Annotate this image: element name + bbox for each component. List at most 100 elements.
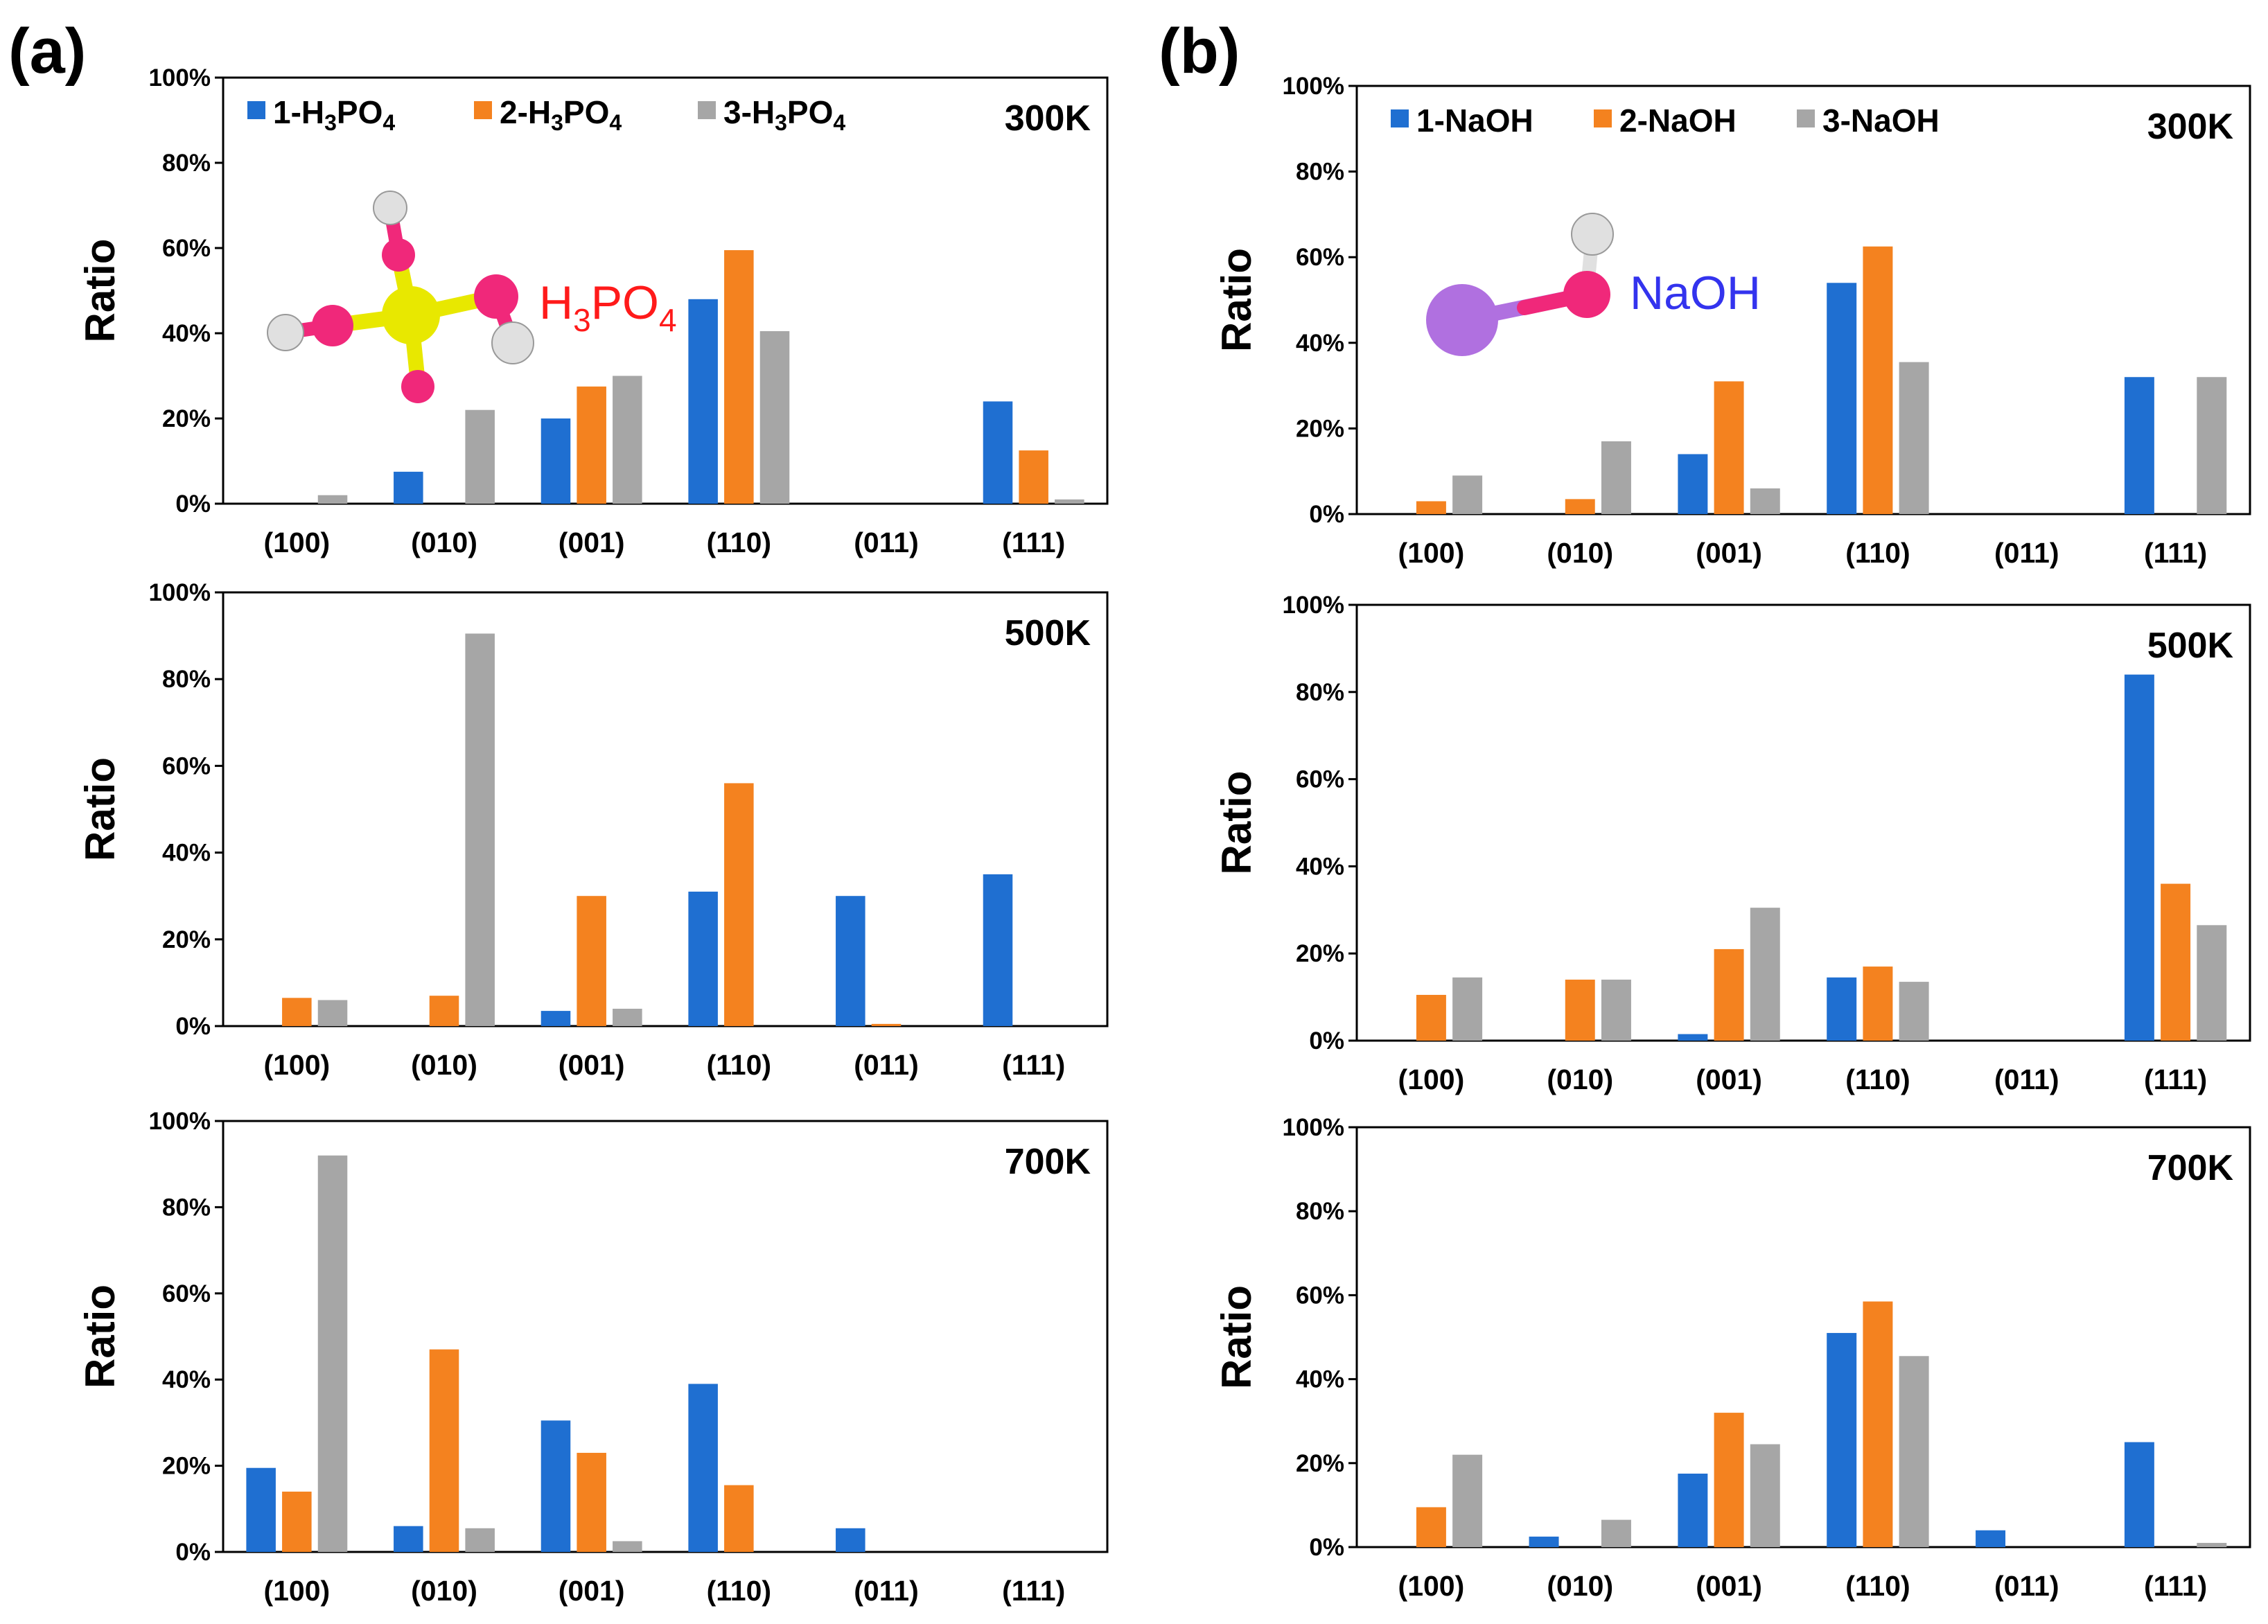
y-tick-label: 60% (162, 752, 211, 779)
bar-3-001 (613, 376, 642, 504)
legend-label-1: 1-NaOH (1416, 103, 1533, 139)
bar-2-100 (1416, 994, 1446, 1041)
x-tick-label: (001) (559, 1049, 625, 1081)
temperature-label: 300K (2147, 107, 2234, 147)
x-tick-label: (010) (411, 1575, 477, 1607)
y-tick-label: 100% (148, 64, 211, 91)
plot-frame (222, 591, 1109, 1027)
x-tick-label: (100) (263, 1049, 330, 1081)
x-tick-label: (010) (411, 527, 477, 558)
bar-1-111 (2124, 377, 2154, 514)
bar-3-111 (2197, 925, 2227, 1041)
bar-3-010 (1601, 441, 1631, 514)
plot-frame (1355, 603, 2251, 1042)
bar-1-100 (246, 1467, 276, 1552)
bar-3-100 (1452, 1454, 1483, 1547)
bar-3-110 (759, 330, 790, 504)
bar-3-100 (1452, 977, 1483, 1041)
charts-container: 0% 20% 40% 60% 80% 100% Ratio 300K (100) (010) (00… (77, 64, 2251, 1607)
x-tick-label: (110) (707, 527, 771, 558)
bar-1-110 (688, 1384, 718, 1552)
chart-a-500K: 0% 20% 40% 60% 80% 100% Ratio 500K (100) (010) (00… (77, 579, 1109, 1081)
y-tick-label: 60% (1296, 766, 1344, 793)
y-tick-label: 80% (162, 150, 211, 177)
temperature-label: 500K (2147, 626, 2234, 666)
y-tick-label: 40% (1296, 330, 1344, 357)
h3po4-molecule-icon: H3PO4 (267, 191, 677, 403)
bar-3-001 (1750, 908, 1780, 1041)
bar-3-010 (465, 409, 495, 504)
y-tick-label: 60% (1296, 244, 1344, 271)
x-tick-label: (110) (1845, 1063, 1910, 1095)
bar-3-001 (613, 1008, 642, 1026)
bar-1-001 (540, 1011, 571, 1026)
bar-2-010 (429, 1349, 459, 1552)
y-axis-label: Ratio (77, 1285, 123, 1388)
bar-3-100 (317, 495, 348, 504)
bar-1-111 (983, 401, 1013, 504)
legend-swatch-3 (1797, 109, 1815, 127)
y-tick-label: 100% (1282, 73, 1344, 100)
y-tick-label: 20% (1296, 415, 1344, 442)
x-tick-label: (011) (1994, 1063, 2059, 1095)
legend-label-1: 1-H3PO4 (273, 94, 395, 135)
x-tick-label: (100) (1398, 1063, 1465, 1095)
bar-3-010 (1601, 1519, 1631, 1547)
y-tick-label: 40% (162, 840, 211, 867)
x-tick-label: (001) (1696, 537, 1762, 569)
chart-b-500K: 0% 20% 40% 60% 80% 100% Ratio 500K (100) (010) (00… (1213, 592, 2251, 1095)
chart-b-700K: 0% 20% 40% 60% 80% 100% Ratio 700K (100) (010) (00… (1213, 1114, 2251, 1602)
bar-3-010 (465, 1528, 495, 1552)
temperature-label: 700K (2147, 1148, 2234, 1188)
x-tick-label: (110) (707, 1575, 771, 1607)
x-tick-label: (111) (1002, 527, 1065, 558)
x-tick-label: (100) (263, 1575, 330, 1607)
bar-1-001 (1678, 454, 1708, 514)
y-tick-label: 40% (162, 320, 211, 347)
y-tick-label: 80% (1296, 1198, 1344, 1225)
x-tick-label: (001) (559, 527, 625, 558)
legend-label-2: 2-NaOH (1619, 103, 1737, 139)
bar-1-110 (1827, 977, 1857, 1041)
bar-2-100 (1416, 1507, 1446, 1547)
bar-3-111 (1055, 499, 1084, 504)
x-tick-label: (110) (1845, 537, 1910, 569)
bar-1-111 (2124, 674, 2154, 1041)
y-tick-label: 40% (1296, 1366, 1344, 1393)
bar-1-110 (688, 299, 718, 504)
bar-1-011 (1976, 1530, 2006, 1547)
x-tick-label: (010) (1547, 537, 1613, 569)
y-tick-label: 20% (1296, 1450, 1344, 1477)
bar-3-100 (317, 1155, 348, 1552)
x-tick-label: (110) (707, 1049, 771, 1081)
legend-label-3: 3-H3PO4 (723, 94, 845, 135)
bar-2-001 (577, 1452, 606, 1552)
chart-a-300K: 0% 20% 40% 60% 80% 100% Ratio 300K (100) (010) (00… (77, 64, 1109, 558)
bar-1-111 (2124, 1442, 2154, 1547)
y-tick-label: 60% (1296, 1282, 1344, 1309)
bar-3-111 (2197, 377, 2227, 514)
bar-2-001 (1714, 1413, 1744, 1547)
x-tick-label: (111) (1002, 1049, 1065, 1081)
bar-2-010 (1565, 979, 1595, 1041)
x-tick-label: (100) (263, 527, 330, 558)
y-tick-label: 0% (1309, 1534, 1344, 1561)
legend-swatch-1 (247, 101, 265, 119)
y-tick-label: 100% (148, 1108, 211, 1135)
y-axis-label: Ratio (1213, 1285, 1260, 1389)
x-tick-label: (100) (1398, 537, 1465, 569)
x-tick-label: (110) (1845, 1570, 1910, 1602)
bar-2-111 (1019, 450, 1048, 504)
molecule-label-h3po4: H3PO4 (539, 276, 677, 338)
panel-label-b: (b) (1159, 16, 1240, 87)
y-tick-label: 40% (162, 1366, 211, 1393)
plot-frame (1355, 85, 2251, 515)
bar-3-110 (1899, 982, 1929, 1041)
chart-a-700K: 0% 20% 40% 60% 80% 100% Ratio 700K (100) (010) (00… (77, 1108, 1109, 1607)
legend-a: 1-H3PO4 2-H3PO4 3-H3PO4 (247, 94, 845, 135)
bar-2-110 (724, 250, 754, 504)
bar-3-001 (1750, 1444, 1780, 1547)
naoh-molecule-icon: NaOH (1426, 213, 1761, 356)
y-tick-label: 0% (175, 1539, 211, 1566)
